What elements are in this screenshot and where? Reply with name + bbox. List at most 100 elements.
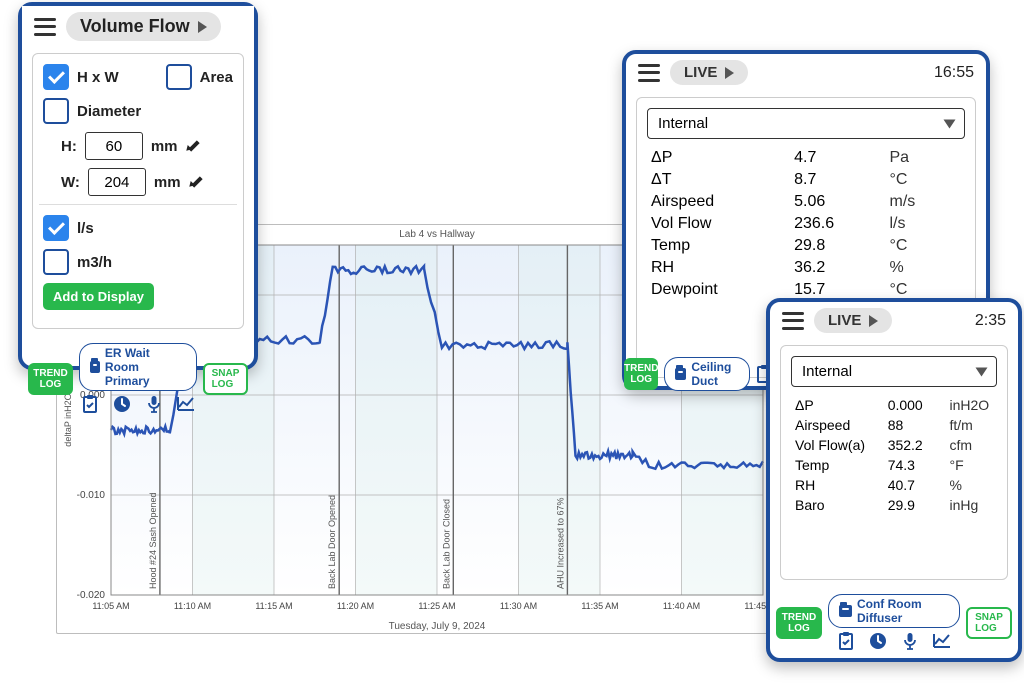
meas-name: ΔP <box>647 147 790 169</box>
svg-text:Back Lab Door Opened: Back Lab Door Opened <box>327 495 337 589</box>
chevron-down-icon <box>976 367 988 376</box>
checkbox-area[interactable] <box>166 64 192 90</box>
location-chip[interactable]: Ceiling Duct <box>664 357 750 391</box>
svg-text:AHU Increased to 67%: AHU Increased to 67% <box>555 497 565 589</box>
chevron-right-icon <box>198 21 207 33</box>
svg-text:11:30 AM: 11:30 AM <box>500 601 537 611</box>
meas-value: 88 <box>884 415 946 435</box>
h-unit: mm <box>151 138 178 155</box>
microphone-icon[interactable] <box>143 393 165 415</box>
meas-name: ΔP <box>791 395 884 415</box>
label-m3h: m3/h <box>77 254 112 271</box>
meas-value: 40.7 <box>884 475 946 495</box>
trend-log-button[interactable]: TREND LOG <box>776 607 822 639</box>
menu-icon[interactable] <box>782 312 804 330</box>
checkbox-hxw[interactable] <box>43 64 69 90</box>
pencil-icon[interactable] <box>189 174 205 190</box>
measurement-row: RH40.7% <box>791 475 997 495</box>
volume-flow-title-pill[interactable]: Volume Flow <box>66 12 221 41</box>
clipboard-icon[interactable] <box>79 393 101 415</box>
meas-value: 29.9 <box>884 495 946 515</box>
trend-log-button[interactable]: TREND LOG <box>624 358 658 390</box>
source-select-value: Internal <box>658 115 708 132</box>
meas-name: Temp <box>647 235 790 257</box>
clock-readout: 2:35 <box>975 312 1006 330</box>
folder-icon <box>839 605 852 617</box>
meas-unit: °C <box>885 169 965 191</box>
snap-log-button[interactable]: SNAP LOG <box>203 363 248 395</box>
meas-unit: m/s <box>885 191 965 213</box>
live-pill[interactable]: LIVE <box>814 308 892 333</box>
svg-text:11:10 AM: 11:10 AM <box>174 601 211 611</box>
meas-value: 0.000 <box>884 395 946 415</box>
meas-unit: °F <box>945 455 997 475</box>
meas-name: RH <box>647 257 790 279</box>
meas-name: Vol Flow(a) <box>791 435 884 455</box>
w-unit: mm <box>154 174 181 191</box>
pencil-icon[interactable] <box>186 138 202 154</box>
location-chip[interactable]: ER Wait Room Primary <box>79 343 197 391</box>
measurement-row: ΔT8.7°C <box>647 169 965 191</box>
measurement-row: Vol Flow236.6l/s <box>647 213 965 235</box>
label-hxw: H x W <box>77 69 119 86</box>
measurement-row: Temp29.8°C <box>647 235 965 257</box>
measurement-table: ΔP4.7PaΔT8.7°CAirspeed5.06m/sVol Flow236… <box>647 147 965 301</box>
source-select[interactable]: Internal <box>791 356 997 387</box>
h-input[interactable] <box>85 132 143 160</box>
meas-unit: l/s <box>885 213 965 235</box>
measurement-row: ΔP0.000inH2O <box>791 395 997 415</box>
live-badge: LIVE <box>828 312 861 329</box>
source-select-value: Internal <box>802 363 852 380</box>
checkbox-m3h[interactable] <box>43 249 69 275</box>
ceiling-duct-footer-peek: TREND LOG Ceiling Duct <box>618 350 778 398</box>
svg-text:11:05 AM: 11:05 AM <box>92 601 129 611</box>
meas-value: 236.6 <box>790 213 885 235</box>
svg-text:11:25 AM: 11:25 AM <box>418 601 455 611</box>
clock-icon[interactable] <box>867 630 889 652</box>
measurement-row: Vol Flow(a)352.2cfm <box>791 435 997 455</box>
measurement-table: ΔP0.000inH2OAirspeed88ft/mVol Flow(a)352… <box>791 395 997 515</box>
clock-icon[interactable] <box>111 393 133 415</box>
meas-name: Vol Flow <box>647 213 790 235</box>
meas-unit: inH2O <box>945 395 997 415</box>
snap-log-button[interactable]: SNAP LOG <box>966 607 1012 639</box>
label-ls: l/s <box>77 220 94 237</box>
meas-unit: cfm <box>945 435 997 455</box>
measurement-row: Airspeed88ft/m <box>791 415 997 435</box>
chart-icon[interactable] <box>931 630 953 652</box>
menu-icon[interactable] <box>34 18 56 36</box>
meas-unit: % <box>945 475 997 495</box>
meas-name: Airspeed <box>791 415 884 435</box>
meas-name: ΔT <box>647 169 790 191</box>
label-diameter: Diameter <box>77 103 141 120</box>
location-chip[interactable]: Conf Room Diffuser <box>828 594 960 628</box>
meas-unit: inHg <box>945 495 997 515</box>
meas-name: Airspeed <box>647 191 790 213</box>
location-chip-label: Ceiling Duct <box>691 360 739 388</box>
meas-value: 4.7 <box>790 147 885 169</box>
svg-text:-0.020: -0.020 <box>77 590 106 601</box>
live-pill[interactable]: LIVE <box>670 60 748 85</box>
svg-text:Lab 4 vs Hallway: Lab 4 vs Hallway <box>399 229 475 240</box>
source-select[interactable]: Internal <box>647 108 965 139</box>
clipboard-icon[interactable] <box>835 630 857 652</box>
svg-text:11:40 AM: 11:40 AM <box>663 601 700 611</box>
svg-text:Hood #24 Sash Opened: Hood #24 Sash Opened <box>148 492 158 589</box>
svg-text:11:20 AM: 11:20 AM <box>337 601 374 611</box>
w-label: W: <box>61 174 80 191</box>
folder-icon <box>675 368 686 380</box>
checkbox-ls[interactable] <box>43 215 69 241</box>
add-to-display-button[interactable]: Add to Display <box>43 283 154 310</box>
menu-icon[interactable] <box>638 64 660 82</box>
microphone-icon[interactable] <box>899 630 921 652</box>
w-input[interactable] <box>88 168 146 196</box>
chart-icon[interactable] <box>175 393 197 415</box>
checkbox-diameter[interactable] <box>43 98 69 124</box>
svg-text:Tuesday, July 9, 2024: Tuesday, July 9, 2024 <box>389 621 486 632</box>
trend-log-button[interactable]: TREND LOG <box>28 363 73 395</box>
meas-value: 8.7 <box>790 169 885 191</box>
meas-value: 74.3 <box>884 455 946 475</box>
svg-text:11:35 AM: 11:35 AM <box>581 601 618 611</box>
meas-value: 29.8 <box>790 235 885 257</box>
meas-value: 5.06 <box>790 191 885 213</box>
